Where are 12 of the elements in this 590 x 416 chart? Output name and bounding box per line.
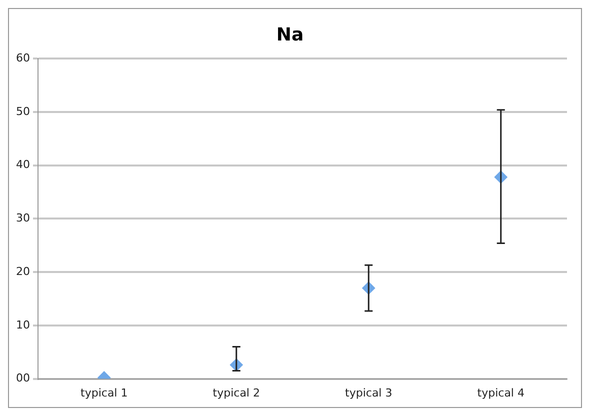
x-tick-label: typical 4 (477, 386, 524, 400)
chart-title: Na (276, 24, 304, 46)
y-tick-label: 50 (16, 104, 30, 118)
x-tick-label: typical 3 (345, 386, 392, 400)
x-tick-label: typical 1 (80, 386, 128, 400)
y-tick-label: 60 (16, 51, 30, 64)
x-tick-label: typical 2 (212, 386, 260, 400)
y-tick-label: 20 (16, 264, 30, 278)
y-tick-label: 00 (16, 372, 30, 385)
y-tick-label: 10 (16, 318, 30, 332)
y-tick-label: 30 (16, 212, 30, 225)
y-tick-label: 40 (16, 158, 30, 172)
